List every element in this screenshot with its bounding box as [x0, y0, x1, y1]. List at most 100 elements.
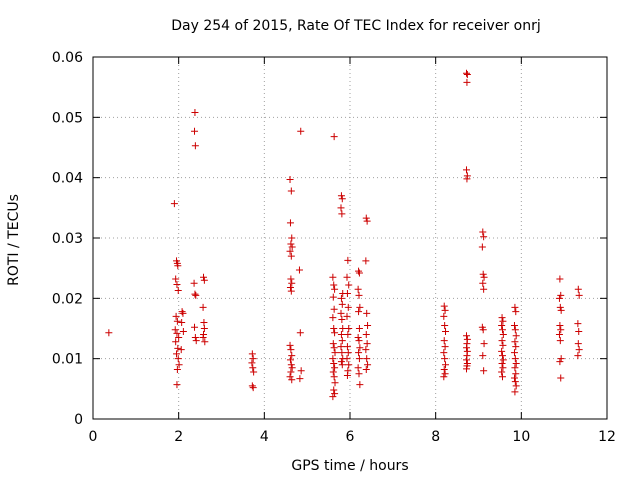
data-point — [330, 344, 338, 352]
data-point — [178, 318, 186, 326]
data-point — [556, 303, 564, 311]
data-point — [287, 275, 295, 283]
data-point — [331, 364, 339, 372]
data-point — [345, 281, 353, 289]
data-point — [363, 340, 371, 348]
data-point — [338, 300, 346, 308]
data-point — [511, 303, 519, 311]
x-tick-label: 10 — [512, 429, 530, 445]
data-point — [288, 234, 296, 242]
data-point — [331, 285, 339, 293]
data-point — [574, 340, 582, 348]
y-tick-label: 0.05 — [52, 110, 83, 126]
data-point — [330, 305, 338, 313]
data-point — [287, 368, 295, 376]
data-point — [201, 338, 209, 346]
data-point — [463, 166, 471, 174]
data-point — [191, 323, 199, 331]
grid-lines — [93, 57, 607, 419]
data-point — [479, 279, 487, 287]
data-point — [249, 364, 257, 372]
y-tick-label: 0.03 — [52, 231, 83, 247]
data-point — [330, 373, 338, 381]
data-point — [288, 279, 296, 287]
data-point — [344, 331, 352, 339]
data-point — [363, 355, 371, 363]
data-point — [330, 133, 338, 141]
y-tick-label: 0 — [74, 412, 83, 428]
x-tick-label: 4 — [260, 429, 269, 445]
data-point — [557, 355, 565, 363]
data-point — [175, 334, 183, 342]
x-tick-label: 8 — [431, 429, 440, 445]
data-point — [286, 219, 294, 227]
data-point — [463, 69, 471, 77]
data-point — [295, 266, 303, 274]
data-point — [343, 355, 351, 363]
data-point — [355, 291, 363, 299]
data-point — [355, 370, 363, 378]
data-point — [555, 294, 563, 302]
data-point — [173, 381, 181, 389]
y-axis-label: ROTI / TECUs — [6, 194, 22, 286]
data-point — [499, 331, 507, 339]
y-tick-label: 0.04 — [52, 171, 83, 187]
y-tick-label: 0.06 — [52, 50, 83, 66]
data-point — [248, 350, 256, 358]
data-point — [355, 337, 363, 345]
data-point — [499, 356, 507, 364]
data-point — [480, 285, 488, 293]
data-point — [512, 308, 520, 316]
data-point — [363, 217, 371, 225]
data-point — [356, 303, 364, 311]
data-point — [172, 338, 180, 346]
data-point — [512, 332, 520, 340]
data-point — [441, 370, 449, 378]
data-point — [510, 374, 518, 382]
data-point — [286, 247, 294, 255]
data-point — [288, 364, 296, 372]
data-point — [173, 366, 181, 374]
data-point — [190, 279, 198, 287]
data-point — [338, 210, 346, 218]
data-point — [441, 306, 449, 314]
x-tick-label: 0 — [89, 429, 98, 445]
data-point — [174, 344, 182, 352]
data-point — [287, 187, 295, 195]
data-point — [343, 312, 351, 320]
data-point — [355, 355, 363, 363]
data-point — [463, 78, 471, 86]
data-point — [440, 366, 448, 374]
data-point — [338, 361, 346, 369]
data-point — [179, 328, 187, 336]
data-point — [511, 364, 519, 372]
data-point — [498, 314, 506, 322]
data-point — [338, 349, 346, 357]
data-point — [287, 240, 295, 248]
data-point — [354, 334, 362, 342]
data-point — [286, 373, 294, 381]
data-point — [355, 308, 363, 316]
data-point — [355, 349, 363, 357]
data-point — [364, 321, 372, 329]
data-point — [286, 283, 294, 291]
x-tick-label: 12 — [598, 429, 616, 445]
data-point — [463, 344, 471, 352]
data-point — [362, 366, 370, 374]
data-point — [343, 372, 351, 380]
data-point — [355, 325, 363, 332]
data-point — [191, 109, 199, 117]
data-point — [248, 382, 256, 390]
data-point — [250, 368, 258, 376]
data-point — [362, 331, 370, 339]
data-point — [463, 70, 471, 78]
data-point — [200, 318, 208, 326]
data-point — [498, 352, 506, 360]
data-point — [344, 256, 352, 264]
data-point — [479, 270, 487, 278]
data-point — [286, 341, 294, 349]
data-point — [331, 349, 339, 357]
data-point — [173, 329, 181, 337]
data-point — [192, 337, 200, 345]
